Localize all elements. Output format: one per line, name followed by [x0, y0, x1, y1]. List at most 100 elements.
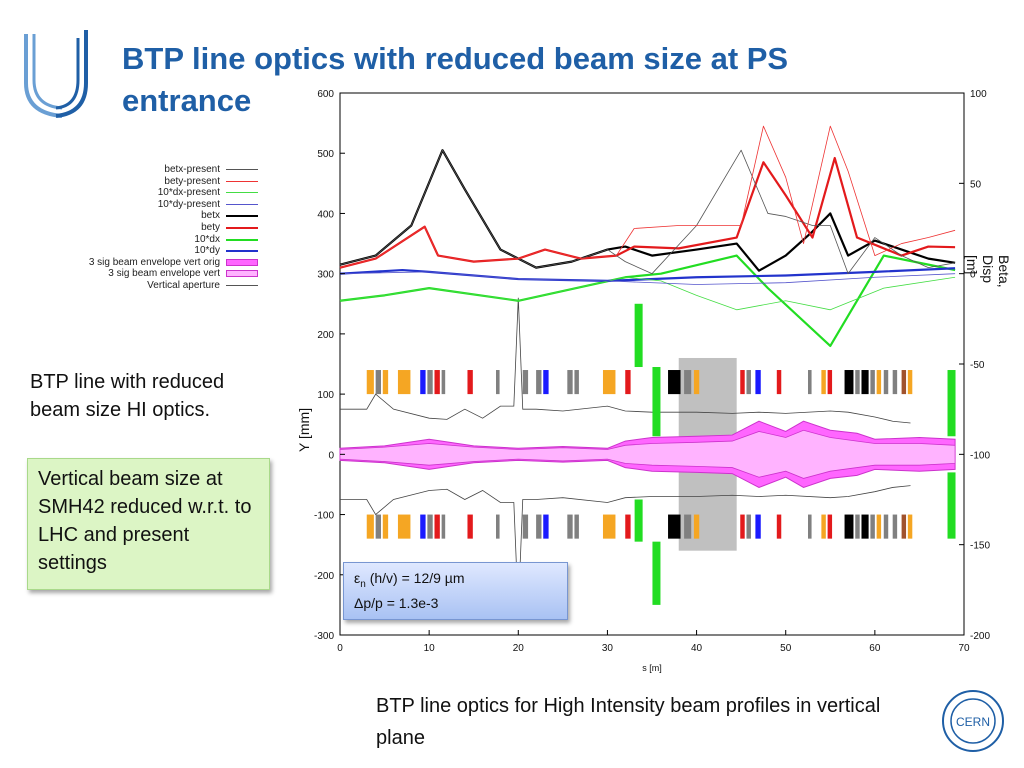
series-betx — [339, 149, 956, 272]
y-tick-label-left: 300 — [317, 270, 334, 281]
magnet-bottom — [366, 514, 374, 539]
legend-entry: bety-present — [100, 176, 260, 188]
legend-swatch — [226, 250, 258, 253]
legend-entry: 10*dy-present — [100, 199, 260, 211]
slide-title: BTP line optics with reduced beam size a… — [122, 41, 789, 118]
magnet-bottom — [855, 514, 860, 539]
magnet-bottom — [496, 514, 500, 539]
magnet-bottom — [861, 514, 869, 539]
green-marker — [634, 499, 643, 542]
magnet-top — [861, 370, 869, 395]
legend-label: bety-present — [164, 175, 220, 187]
legend-label: betx — [201, 210, 220, 222]
x-axis-label: s [m] — [642, 663, 662, 673]
y-tick-label-left: 0 — [328, 450, 334, 461]
x-tick-label: 70 — [958, 643, 970, 654]
legend-entry: bety — [100, 222, 260, 234]
green-marker — [652, 541, 661, 605]
legend-label: Vertical aperture — [147, 279, 220, 291]
magnet-bottom — [441, 514, 446, 539]
magnet-top — [876, 370, 882, 395]
magnet-bottom — [684, 514, 692, 539]
magnet-top — [420, 370, 426, 395]
magnet-bottom — [567, 514, 573, 539]
cern-logo: CERN — [942, 690, 1004, 752]
legend-entry: 10*dx-present — [100, 187, 260, 199]
magnet-top — [827, 370, 833, 395]
x-tick-label: 20 — [513, 643, 525, 654]
series-10-dy-present — [339, 271, 956, 285]
magnet-bottom — [536, 514, 542, 539]
magnet-bottom — [522, 514, 529, 539]
magnet-top — [883, 370, 889, 395]
figure-caption: BTP line optics for High Intensity beam … — [376, 695, 881, 749]
magnet-top — [536, 370, 542, 395]
legend-label: betx-present — [164, 164, 220, 175]
magnet-top — [870, 370, 875, 395]
magnet-top — [808, 370, 812, 395]
y-tick-label-right: 100 — [970, 89, 987, 100]
legend-entry: 3 sig beam envelope vert — [100, 268, 260, 280]
magnet-bottom — [876, 514, 882, 539]
legend-label: bety — [201, 221, 220, 233]
x-tick-label: 50 — [780, 643, 792, 654]
magnet-top — [668, 370, 681, 395]
magnet-bottom — [467, 514, 473, 539]
magnet-top — [740, 370, 745, 395]
legend-label: 10*dx-present — [157, 187, 220, 199]
magnet-bottom — [892, 514, 898, 539]
y-tick-label-left: 200 — [317, 330, 334, 341]
magnet-bottom — [808, 514, 812, 539]
y-tick-label-left: -300 — [314, 631, 334, 642]
y-axis-label-left: Y [mm] — [296, 407, 312, 452]
beam-parameters-box: εn (h/v) = 12/9 µm Δp/p = 1.3e-3 — [343, 562, 568, 620]
legend-label: 10*dy — [194, 245, 220, 257]
magnet-top — [441, 370, 446, 395]
x-tick-label: 40 — [691, 643, 703, 654]
chart-legend: betx-present bety-present 10*dx-present 10*… — [89, 164, 260, 292]
magnet-top — [907, 370, 913, 395]
magnet-top — [375, 370, 382, 395]
magnet-top — [693, 370, 700, 395]
legend-entry: 10*dx — [100, 234, 260, 246]
aperture-top — [340, 297, 911, 424]
y-tick-label-left: 500 — [317, 149, 334, 160]
magnet-bottom — [574, 514, 579, 539]
legend-swatch — [226, 270, 258, 278]
legend-entry: Vertical aperture — [100, 280, 260, 292]
magnet-bottom — [382, 514, 389, 539]
magnet-top — [434, 370, 440, 395]
note-box: Vertical beam size at SMH42 reduced w.r.… — [27, 458, 270, 590]
legend-label: 3 sig beam envelope vert — [108, 268, 220, 280]
magnet-bottom — [776, 514, 782, 539]
legend-swatch — [226, 203, 258, 205]
magnet-top — [844, 370, 854, 395]
magnet-bottom — [625, 514, 631, 539]
magnet-bottom — [821, 514, 826, 539]
legend-label: 10*dx — [194, 233, 220, 245]
y-tick-label-left: 100 — [317, 390, 334, 401]
legend-entry: betx — [100, 210, 260, 222]
x-tick-label: 10 — [424, 643, 436, 654]
university-logo — [24, 30, 88, 118]
magnet-bottom — [901, 514, 907, 539]
magnet-top — [366, 370, 374, 395]
legend-swatch — [226, 258, 258, 266]
legend-label: 10*dy-present — [157, 198, 220, 210]
legend-swatch — [226, 238, 258, 241]
legend-entry: 10*dy — [100, 245, 260, 257]
magnet-top — [427, 370, 433, 395]
legend-swatch — [226, 215, 258, 218]
magnet-top — [625, 370, 631, 395]
series-10-dx-present — [339, 276, 956, 311]
y-tick-label-right: -150 — [970, 541, 990, 552]
magnet-top — [901, 370, 907, 395]
magnet-bottom — [693, 514, 700, 539]
x-tick-label: 0 — [337, 643, 343, 654]
magnet-bottom — [883, 514, 889, 539]
magnet-bottom — [870, 514, 875, 539]
y-tick-label-left: 600 — [317, 89, 334, 100]
magnet-top — [855, 370, 860, 395]
magnet-top — [522, 370, 529, 395]
legend-swatch — [226, 284, 258, 286]
